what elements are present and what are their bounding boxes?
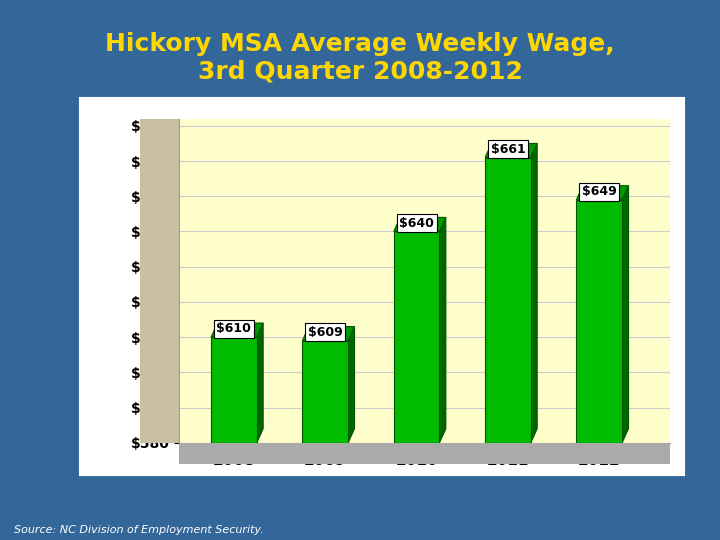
Polygon shape bbox=[622, 186, 629, 443]
Polygon shape bbox=[211, 323, 264, 337]
Bar bbox=[394, 232, 439, 443]
Text: $609: $609 bbox=[308, 326, 343, 339]
Text: $640: $640 bbox=[399, 217, 434, 230]
Bar bbox=[302, 341, 348, 443]
Text: $649: $649 bbox=[582, 185, 616, 198]
Polygon shape bbox=[302, 327, 354, 341]
Bar bbox=[485, 158, 531, 443]
Text: $661: $661 bbox=[490, 143, 526, 156]
Bar bbox=[211, 337, 257, 443]
Text: Hickory MSA Average Weekly Wage,
3rd Quarter 2008-2012: Hickory MSA Average Weekly Wage, 3rd Qua… bbox=[105, 32, 615, 84]
Polygon shape bbox=[485, 144, 537, 158]
Polygon shape bbox=[439, 218, 446, 443]
Text: $610: $610 bbox=[217, 322, 251, 335]
Bar bbox=[577, 200, 622, 443]
Polygon shape bbox=[394, 218, 446, 232]
Text: Source: NC Division of Employment Security.: Source: NC Division of Employment Securi… bbox=[14, 524, 264, 535]
Polygon shape bbox=[531, 144, 537, 443]
Polygon shape bbox=[348, 327, 354, 443]
Polygon shape bbox=[577, 186, 629, 200]
Polygon shape bbox=[257, 323, 264, 443]
